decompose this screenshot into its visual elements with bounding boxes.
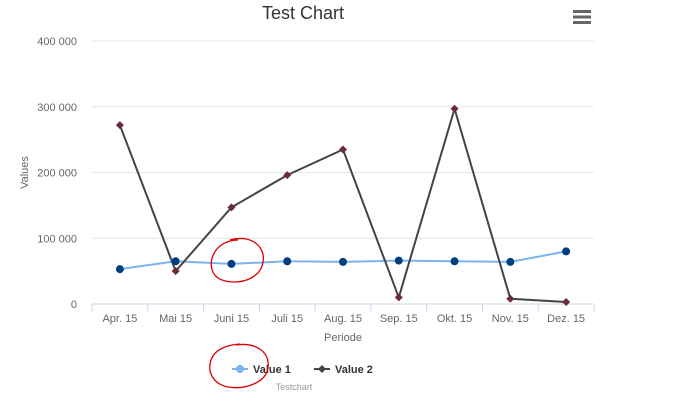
data-point-2[interactable] — [115, 121, 124, 130]
annotations — [209, 237, 269, 389]
data-point-1[interactable] — [562, 247, 571, 256]
data-point-2[interactable] — [562, 298, 571, 307]
x-tick-label: Aug. 15 — [324, 313, 362, 325]
legend-item-1[interactable]: Value 1 — [232, 364, 291, 376]
data-point-1[interactable] — [394, 256, 403, 265]
data-point-2[interactable] — [339, 145, 347, 154]
x-tick-label: Nov. 15 — [492, 313, 529, 325]
data-point-1[interactable] — [227, 259, 236, 268]
hamburger-menu-icon[interactable] — [573, 10, 591, 24]
y-tick-label: 0 — [71, 299, 77, 311]
x-tick-label: Sep. 15 — [380, 313, 418, 325]
series-line-2 — [118, 107, 567, 304]
y-axis-title: Values — [19, 156, 31, 189]
y-tick-label: 400 000 — [37, 36, 77, 48]
y-tick-label: 200 000 — [37, 168, 77, 180]
data-point-2[interactable] — [227, 203, 236, 212]
data-point-1[interactable] — [283, 257, 292, 266]
legend-marker — [236, 365, 244, 373]
chart-title: Test Chart — [262, 3, 344, 23]
grid — [92, 40, 594, 239]
x-tick-label: Juni 15 — [214, 313, 249, 325]
data-point-1[interactable] — [115, 265, 124, 274]
x-tick-label: Juli 15 — [271, 313, 303, 325]
y-tick-label: 300 000 — [37, 102, 77, 114]
data-point-1[interactable] — [171, 257, 180, 266]
x-tick-label: Dez. 15 — [547, 313, 585, 325]
x-tick-label: Apr. 15 — [102, 313, 137, 325]
data-point-2[interactable] — [450, 104, 459, 113]
x-tick-label: Okt. 15 — [437, 313, 472, 325]
data-point-2[interactable] — [283, 171, 292, 180]
data-point-1[interactable] — [339, 257, 347, 266]
annotation-circle — [210, 237, 264, 283]
data-point-2[interactable] — [394, 293, 403, 302]
credits: Testchart — [276, 382, 313, 392]
axes: Values Periode 0 100 000 200 000 300 000 400… — [19, 36, 595, 344]
data-point-2[interactable] — [506, 294, 515, 303]
series — [115, 104, 571, 307]
legend-label: Value 1 — [253, 364, 291, 376]
x-axis-title: Periode — [324, 332, 362, 344]
annotation-circle — [209, 343, 269, 389]
data-point-2[interactable] — [171, 267, 180, 276]
x-tick-label: Mai 15 — [159, 313, 192, 325]
legend-marker — [318, 365, 326, 373]
legend: Value 1 Value 2 — [232, 364, 373, 376]
legend-item-2[interactable]: Value 2 — [314, 364, 373, 376]
legend-label: Value 2 — [335, 364, 373, 376]
y-tick-label: 100 000 — [37, 233, 77, 245]
data-point-1[interactable] — [450, 257, 459, 266]
data-point-1[interactable] — [506, 257, 515, 266]
